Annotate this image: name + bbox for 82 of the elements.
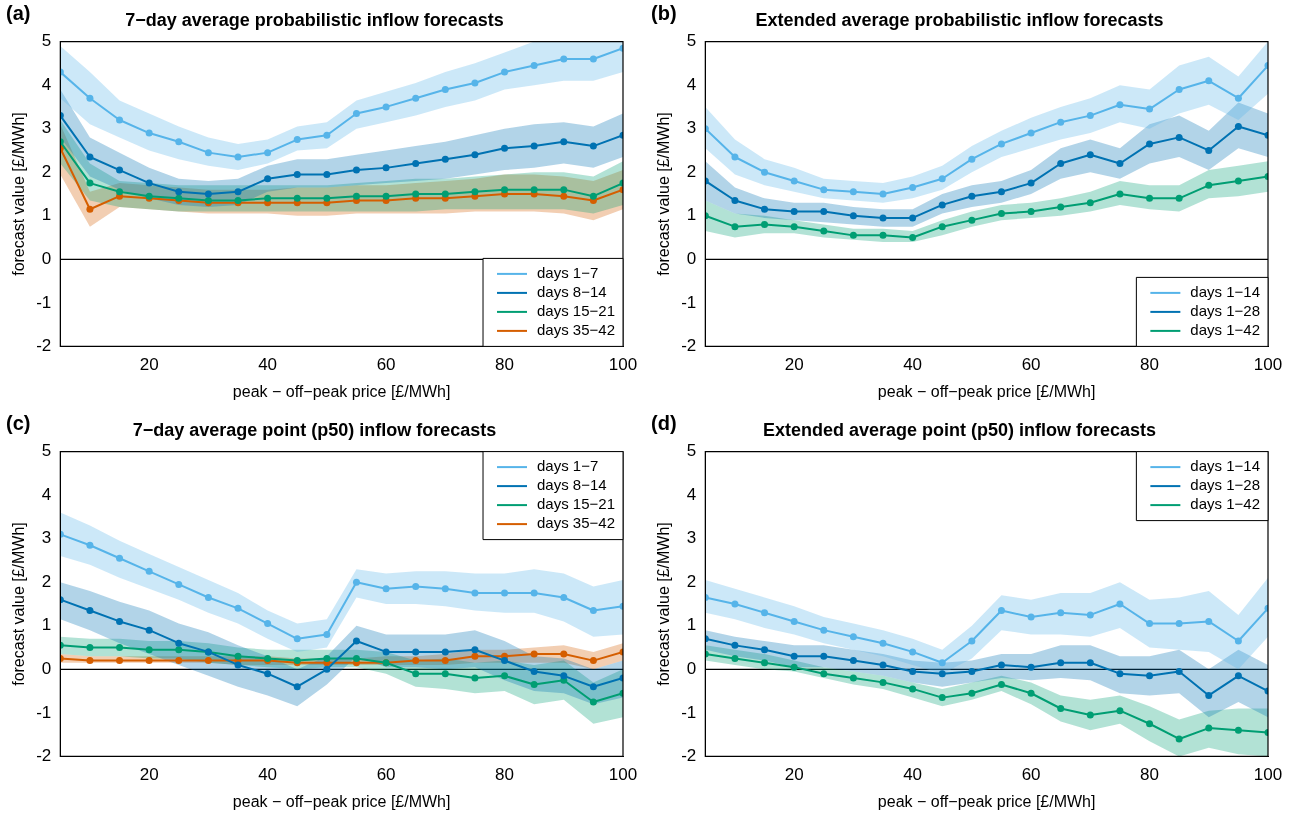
x-axis-title: peak − off−peak price [£/MWh] [232,792,451,810]
y-axis-title: forecast value [£/MWh] [655,522,673,686]
legend-label: days 1−42 [1190,495,1260,513]
y-tick-label: -1 [36,292,52,312]
y-tick-label: 0 [41,249,52,268]
legend-label: days 1−28 [1190,476,1260,494]
x-tick-label: 80 [1140,765,1159,785]
x-tick-label: 100 [1253,355,1283,375]
y-tick-label: 0 [686,659,697,678]
y-tick-label: 1 [41,205,52,225]
x-tick-label: 40 [258,765,278,785]
x-tick-label: 100 [1253,765,1283,785]
chart-title: Extended average probabilistic inflow forecasts [755,9,1164,30]
legend-label: days 1−42 [1190,321,1260,339]
y-tick-label: 0 [686,249,697,268]
x-tick-label: 60 [376,355,396,375]
y-tick-label: -1 [36,702,52,722]
chart-title: 7−day average point (p50) inflow forecasts [132,419,497,440]
chart-title: 7−day average probabilistic inflow forecasts [125,9,504,30]
y-axis-title: forecast value [£/MWh] [10,522,28,686]
y-tick-label: 2 [686,571,697,591]
y-tick-label: -1 [681,702,697,722]
y-tick-label: 3 [686,118,697,138]
y-tick-label: 2 [686,161,697,181]
legend-label: days 15−21 [537,302,615,320]
legend-label: days 1−14 [1190,283,1260,301]
x-axis-title: peak − off−peak price [£/MWh] [877,382,1096,400]
y-tick-label: 3 [41,118,52,138]
x-axis-title: peak − off−peak price [£/MWh] [232,382,451,400]
x-tick-label: 60 [376,765,396,785]
x-tick-label: 20 [139,765,159,785]
legend-label: days 35−42 [537,514,615,532]
text: (d) [651,411,677,434]
y-tick-label: 4 [41,74,52,94]
x-tick-label: 40 [258,355,278,375]
x-tick-label: 100 [608,765,638,785]
y-tick-label: 3 [686,528,697,548]
x-tick-label: 80 [1140,355,1159,375]
y-tick-label: -2 [36,336,52,356]
legend-label: days 15−21 [537,495,615,513]
legend-label: days 1−14 [1190,457,1260,475]
y-axis-title: forecast value [£/MWh] [10,112,28,276]
legend-label: days 1−7 [537,264,599,282]
x-tick-label: 20 [784,765,804,785]
y-tick-label: 2 [41,571,52,591]
y-tick-label: 4 [686,74,697,94]
x-tick-label: 40 [903,355,923,375]
text: (b) [651,1,677,24]
x-tick-label: 60 [1021,355,1041,375]
x-tick-label: 80 [495,765,514,785]
x-tick-label: 20 [784,355,804,375]
x-tick-label: 60 [1021,765,1041,785]
x-axis-title: peak − off−peak price [£/MWh] [877,792,1096,810]
y-tick-label: -2 [681,336,697,356]
legend-label: days 8−14 [537,476,607,494]
y-tick-label: -1 [681,292,697,312]
text: (c) [6,411,31,434]
y-tick-label: 1 [41,615,52,635]
y-tick-label: 4 [41,484,52,504]
y-tick-label: 5 [686,441,697,461]
x-tick-label: 80 [495,355,514,375]
y-tick-label: 5 [41,441,52,461]
x-tick-label: 20 [139,355,159,375]
legend-label: days 8−14 [537,283,607,301]
y-tick-label: 5 [686,31,697,51]
legend-label: days 35−42 [537,321,615,339]
y-tick-label: 3 [41,528,52,548]
legend-label: days 1−28 [1190,302,1260,320]
y-tick-label: 4 [686,484,697,504]
x-tick-label: 40 [903,765,923,785]
y-tick-label: -2 [36,746,52,766]
x-tick-label: 100 [608,355,638,375]
y-tick-label: 1 [686,615,697,635]
chart-title: Extended average point (p50) inflow forecasts [762,419,1157,440]
y-tick-label: 2 [41,161,52,181]
y-tick-label: 1 [686,205,697,225]
legend-label: days 1−7 [537,457,599,475]
y-tick-label: -2 [681,746,697,766]
y-tick-label: 0 [41,659,52,678]
text: (a) [6,1,31,24]
y-tick-label: 5 [41,31,52,51]
y-axis-title: forecast value [£/MWh] [655,112,673,276]
